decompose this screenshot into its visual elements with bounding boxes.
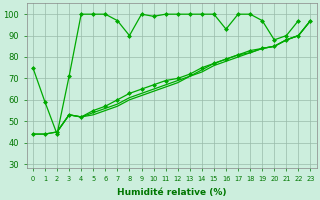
X-axis label: Humidité relative (%): Humidité relative (%): [117, 188, 227, 197]
